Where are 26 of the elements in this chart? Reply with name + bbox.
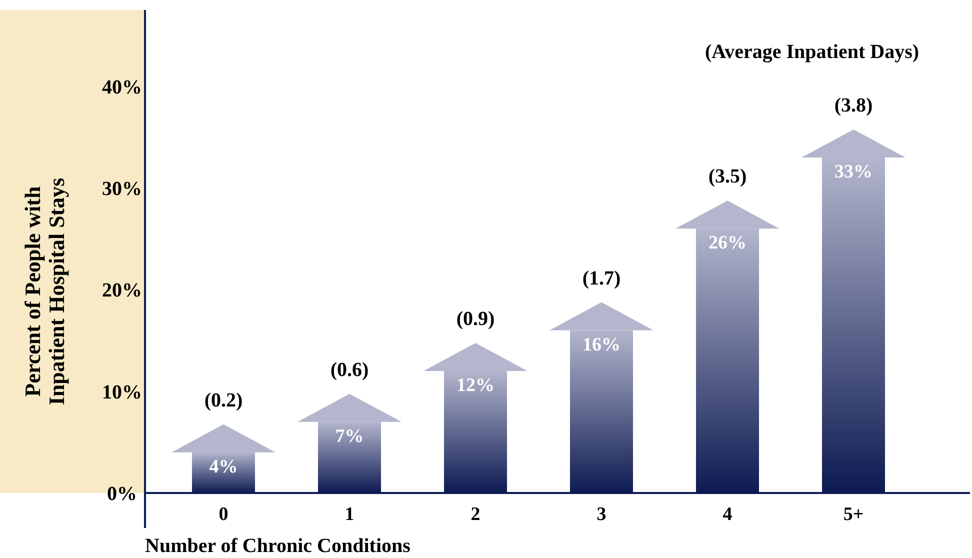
annotation: (1.7) (582, 267, 621, 290)
x-tick-label: 2 (470, 504, 480, 525)
data-label: 7% (335, 426, 364, 447)
annotation: (0.2) (204, 389, 243, 412)
data-label: 26% (708, 232, 746, 254)
y-tick-label: 30% (102, 178, 142, 200)
y-tick-label: 0% (107, 483, 137, 505)
annotation: (3.5) (708, 166, 747, 188)
data-label: 16% (582, 334, 620, 356)
y-tick-label: 20% (102, 280, 142, 302)
data-label: 33% (834, 161, 872, 182)
annotation: (3.8) (834, 94, 873, 116)
x-tick-label: 5+ (843, 504, 864, 525)
y-tick-label: 10% (102, 381, 142, 404)
data-label: 12% (456, 374, 494, 396)
x-tick-label: 4 (722, 504, 733, 525)
data-label: 4% (209, 456, 238, 478)
x-tick-label: 3 (596, 504, 606, 525)
x-tick-label: 0 (218, 504, 228, 525)
x-tick-label: 1 (344, 504, 354, 525)
annotation: (0.9) (456, 308, 495, 330)
x-axis-title: Number of Chronic Conditions (145, 535, 411, 557)
annotation: (Average Inpatient Days) (704, 41, 920, 63)
annotation: (0.6) (330, 358, 369, 381)
y-tick-label: 40% (102, 76, 142, 98)
y-axis-title: Percent of People with Inpatient Hospital Stays (20, 177, 69, 406)
